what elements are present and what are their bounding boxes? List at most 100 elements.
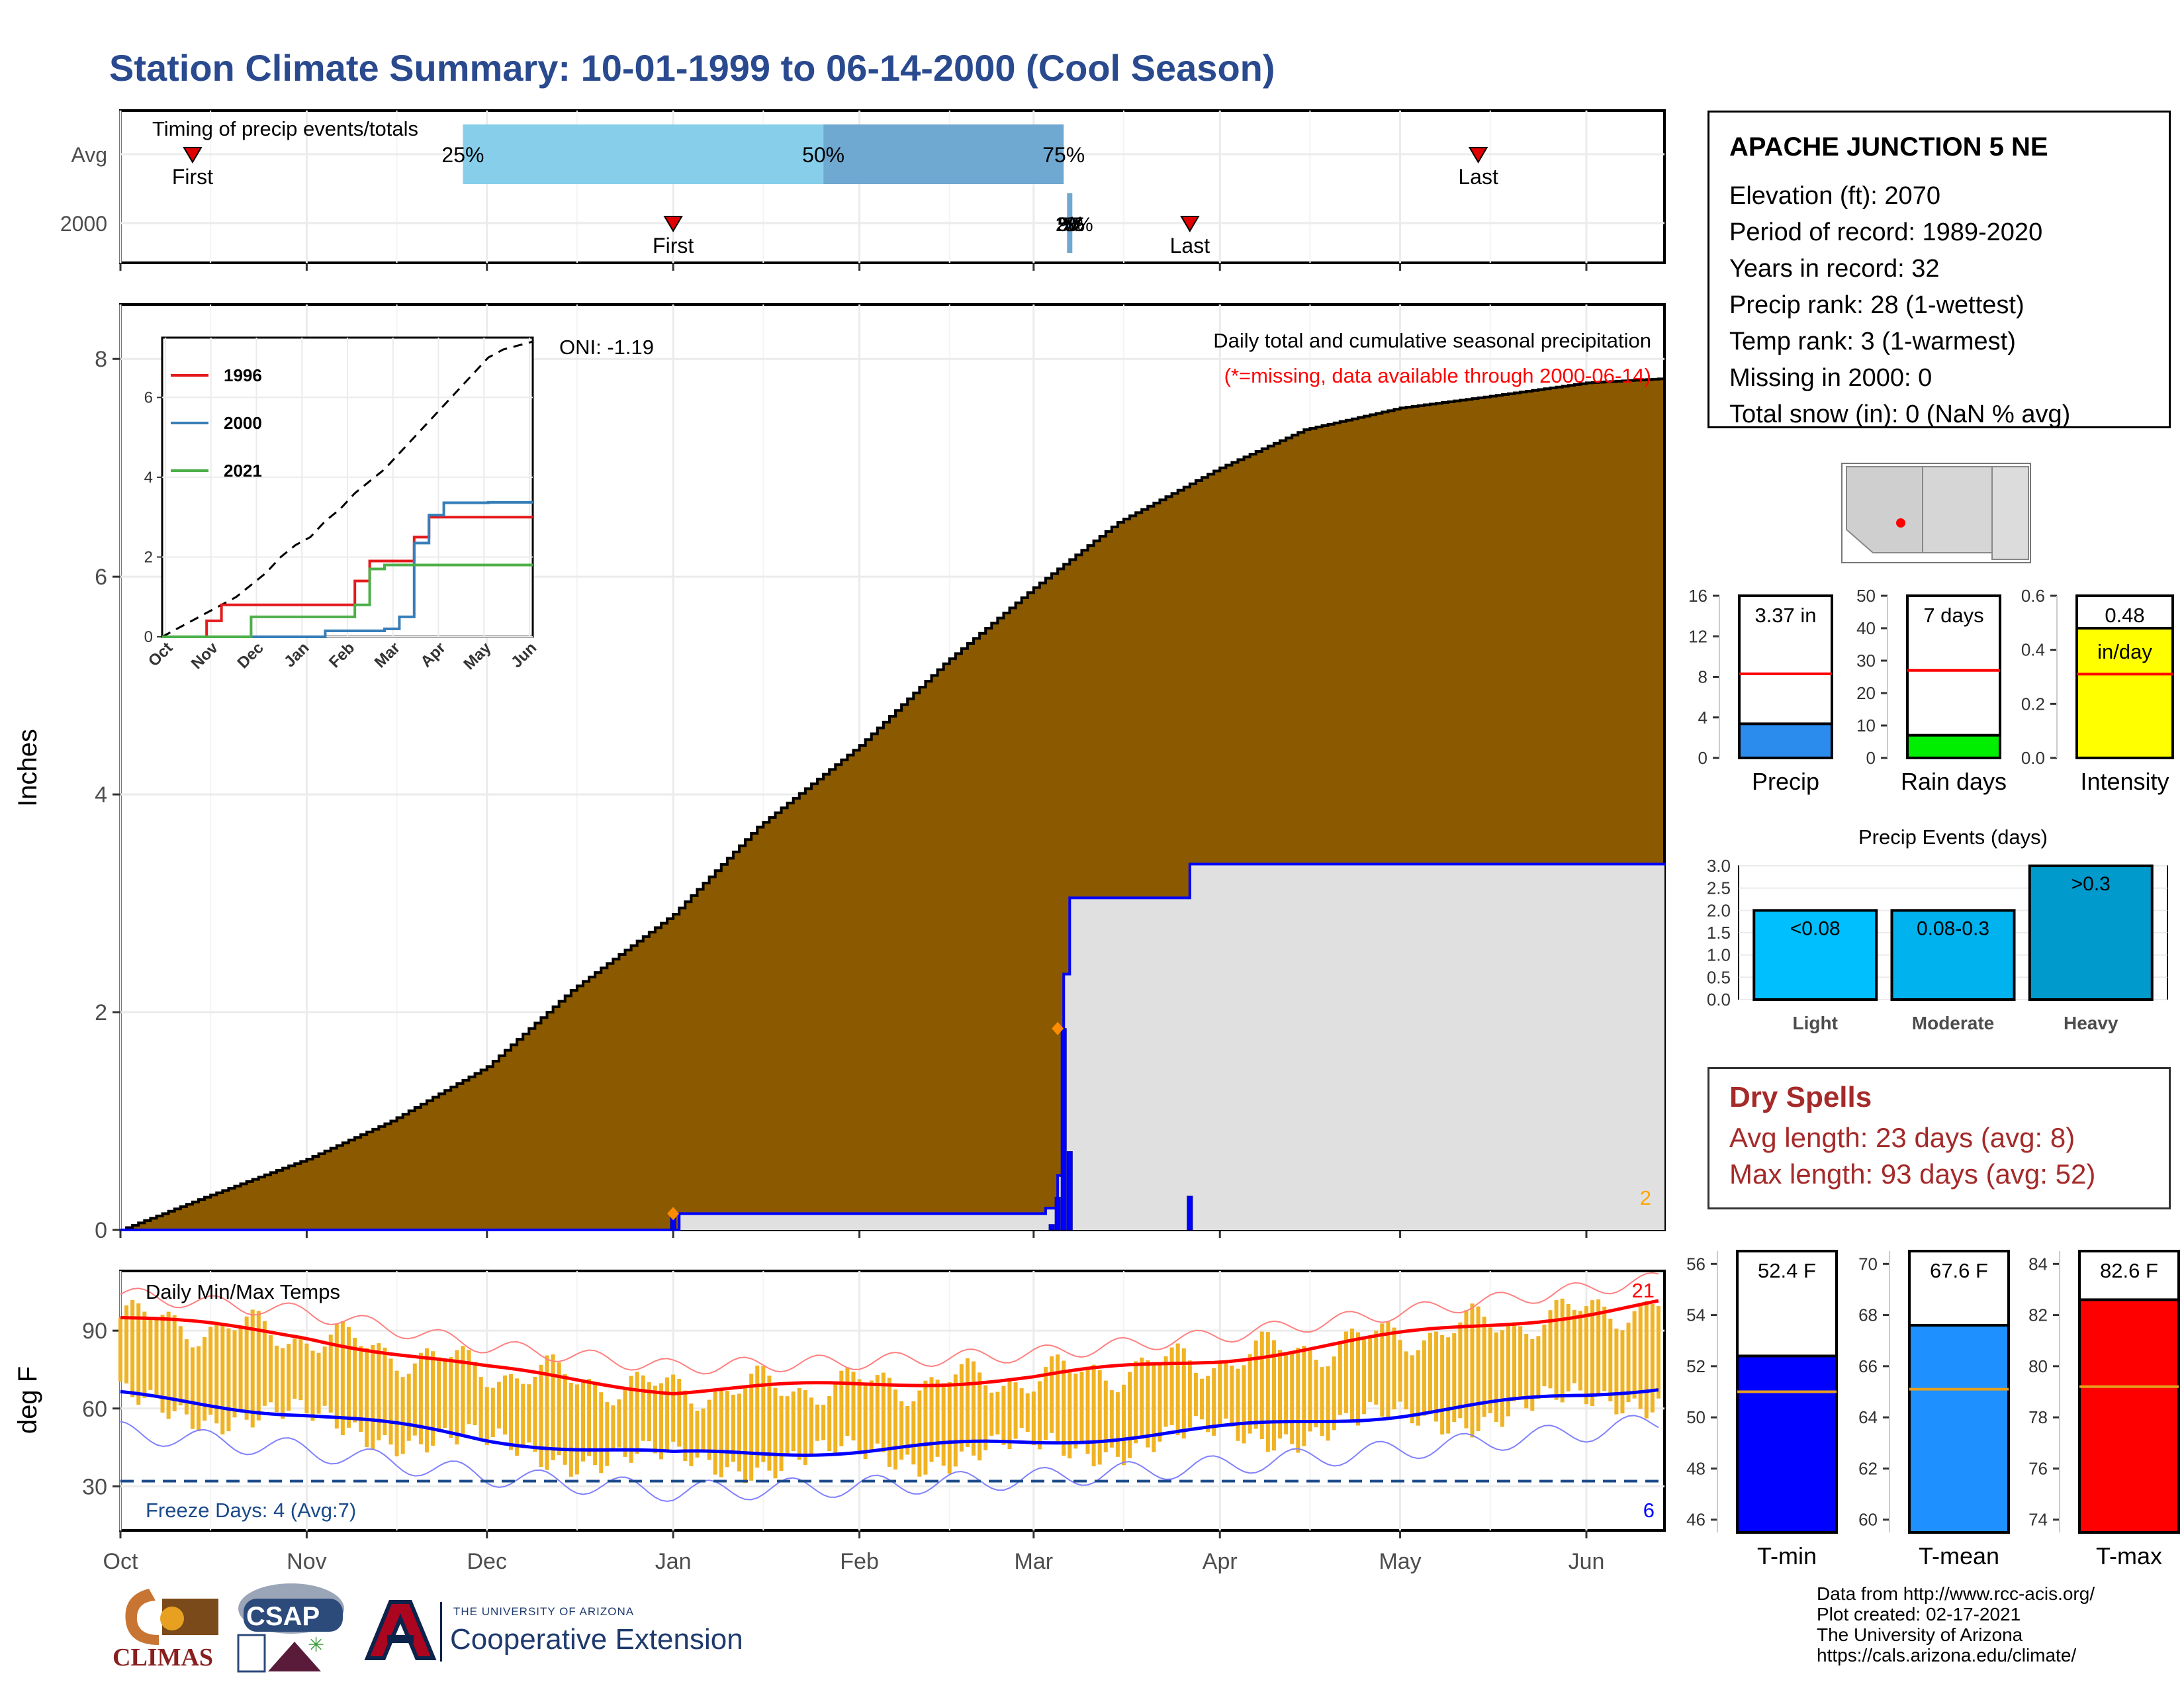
daily-temp-bar <box>773 1387 778 1479</box>
events-tick-label: 0.0 <box>1707 990 1731 1009</box>
daily-temp-bar <box>779 1395 784 1471</box>
y-tick-label: 90 <box>82 1319 107 1344</box>
daily-temp-bar <box>371 1344 375 1450</box>
oni-label: ONI: -1.19 <box>559 336 654 359</box>
daily-temp-bar <box>1056 1354 1060 1442</box>
daily-temp-bar <box>1512 1322 1517 1401</box>
daily-temp-bar <box>1524 1334 1529 1409</box>
events-bar-heavy <box>2028 865 2154 1001</box>
daily-temp-bar <box>1146 1360 1150 1448</box>
daily-temp-bar <box>1560 1298 1565 1403</box>
precip-bar-name: Precip <box>1752 768 1819 795</box>
daily-temp-bar <box>563 1374 567 1465</box>
daily-temp-bar <box>1073 1374 1078 1449</box>
y-tick-label: 30 <box>82 1474 107 1499</box>
daily-temp-bar <box>1253 1340 1258 1429</box>
daily-temp-bar <box>1488 1327 1492 1413</box>
intensity-bar-tick-label: 0.4 <box>2021 640 2045 660</box>
daily-temp-bar <box>809 1397 813 1455</box>
daily-temp-bar <box>989 1392 994 1436</box>
daily-temp-bar <box>1566 1303 1570 1391</box>
daily-temp-bar <box>220 1323 225 1434</box>
precip-bar-tick-label: 8 <box>1698 667 1707 687</box>
daily-temp-bar <box>304 1343 309 1414</box>
daily-temp-bar <box>1320 1367 1324 1436</box>
max-day-marker <box>667 1207 680 1221</box>
daily-temp-bar <box>1536 1336 1541 1399</box>
daily-temp-bar <box>232 1330 237 1418</box>
daily-temp-bar <box>1386 1321 1390 1420</box>
daily-temp-bar <box>551 1354 555 1460</box>
daily-temp-bar <box>972 1361 976 1456</box>
daily-temp-bar <box>527 1384 531 1443</box>
daily-temp-bar <box>353 1337 357 1423</box>
x-tick-label: Jan <box>655 1549 692 1574</box>
daily-temp-bar <box>1181 1348 1186 1439</box>
daily-temp-bar <box>203 1336 207 1421</box>
logo-divider <box>440 1602 442 1662</box>
daily-temp-bar <box>1031 1391 1036 1446</box>
daily-temp-bar <box>605 1402 610 1466</box>
events-category-label: Moderate <box>1912 1013 1994 1033</box>
daily-temp-bar <box>1271 1340 1276 1451</box>
ua-logo <box>364 1600 437 1660</box>
daily-temp-bar <box>755 1365 760 1468</box>
daily-temp-bar <box>1134 1361 1138 1444</box>
daily-precip-bar <box>1048 1224 1055 1231</box>
daily-temp-bar <box>1302 1346 1306 1446</box>
intensity-bar-tick-label: 0.2 <box>2021 694 2045 714</box>
daily-temp-bar <box>502 1375 507 1435</box>
svg-text:✳: ✳ <box>308 1634 324 1656</box>
tmin-bar-tick-label: 48 <box>1686 1458 1706 1478</box>
page-title: Station Climate Summary: 10-01-1999 to 0… <box>109 47 1275 89</box>
climas-logo-text: CLIMAS <box>113 1644 214 1671</box>
daily-temp-bar <box>1308 1350 1312 1432</box>
daily-temp-bar <box>359 1346 363 1432</box>
daily-temp-bar <box>136 1303 141 1405</box>
daily-temp-bar <box>767 1376 772 1471</box>
tmax-bar-tick-label: 80 <box>2028 1356 2048 1376</box>
daily-temp-bar <box>1500 1330 1504 1427</box>
x-tick-label: Apr <box>1203 1549 1238 1574</box>
temps-ylabel: deg F <box>13 1366 42 1434</box>
daily-temp-bar <box>1458 1322 1463 1419</box>
y-tick-label: 2000 <box>60 212 107 236</box>
inset-y-tick-label: 0 <box>144 628 153 646</box>
daily-temp-bar <box>983 1385 988 1450</box>
daily-temp-bar <box>1278 1350 1283 1439</box>
events-tick-label: 3.0 <box>1707 856 1731 876</box>
daily-temp-bar <box>509 1374 514 1450</box>
precip-bar-value-label: 3.37 in <box>1754 604 1816 627</box>
daily-temp-bar <box>521 1383 525 1448</box>
daily-temp-bar <box>1212 1368 1216 1436</box>
daily-temp-bar <box>1037 1381 1042 1450</box>
precip-bar-tick-label: 0 <box>1698 748 1707 768</box>
daily-temp-bar <box>1530 1338 1535 1411</box>
daily-temp-bar <box>899 1401 904 1460</box>
events-title: Precip Events (days) <box>1858 825 2048 849</box>
rain-days-bar-bar <box>1906 733 2001 759</box>
daily-temp-bar <box>677 1379 682 1447</box>
map-station-dot <box>1896 518 1905 528</box>
dry-spells-title: Dry Spells <box>1729 1081 1872 1113</box>
daily-temp-bar <box>1242 1365 1246 1444</box>
freeze-days-label: Freeze Days: 4 (Avg:7) <box>146 1499 356 1522</box>
daily-temp-bar <box>1410 1355 1414 1424</box>
daily-temp-bar <box>316 1352 321 1414</box>
quantile-bar-50-75 <box>823 124 1064 184</box>
daily-temp-bar <box>1025 1393 1030 1432</box>
daily-temp-bar <box>1590 1300 1595 1407</box>
daily-temp-bar <box>1068 1369 1072 1459</box>
daily-temp-bar <box>701 1408 705 1452</box>
daily-temp-bar <box>1422 1340 1426 1416</box>
events-category-label: Heavy <box>2064 1013 2118 1033</box>
daily-temp-bar <box>1152 1364 1156 1452</box>
events-bar-label: <0.08 <box>1790 917 1841 939</box>
rain-days-bar-tick-label: 0 <box>1866 748 1876 768</box>
daily-temp-bar <box>287 1344 291 1411</box>
x-tick-label: Mar <box>1015 1549 1054 1574</box>
daily-temp-bar <box>1614 1329 1619 1415</box>
tmean-bar-tick-label: 70 <box>1858 1254 1878 1274</box>
avg-first-label: First <box>172 165 213 189</box>
daily-temp-bar <box>1091 1364 1096 1467</box>
